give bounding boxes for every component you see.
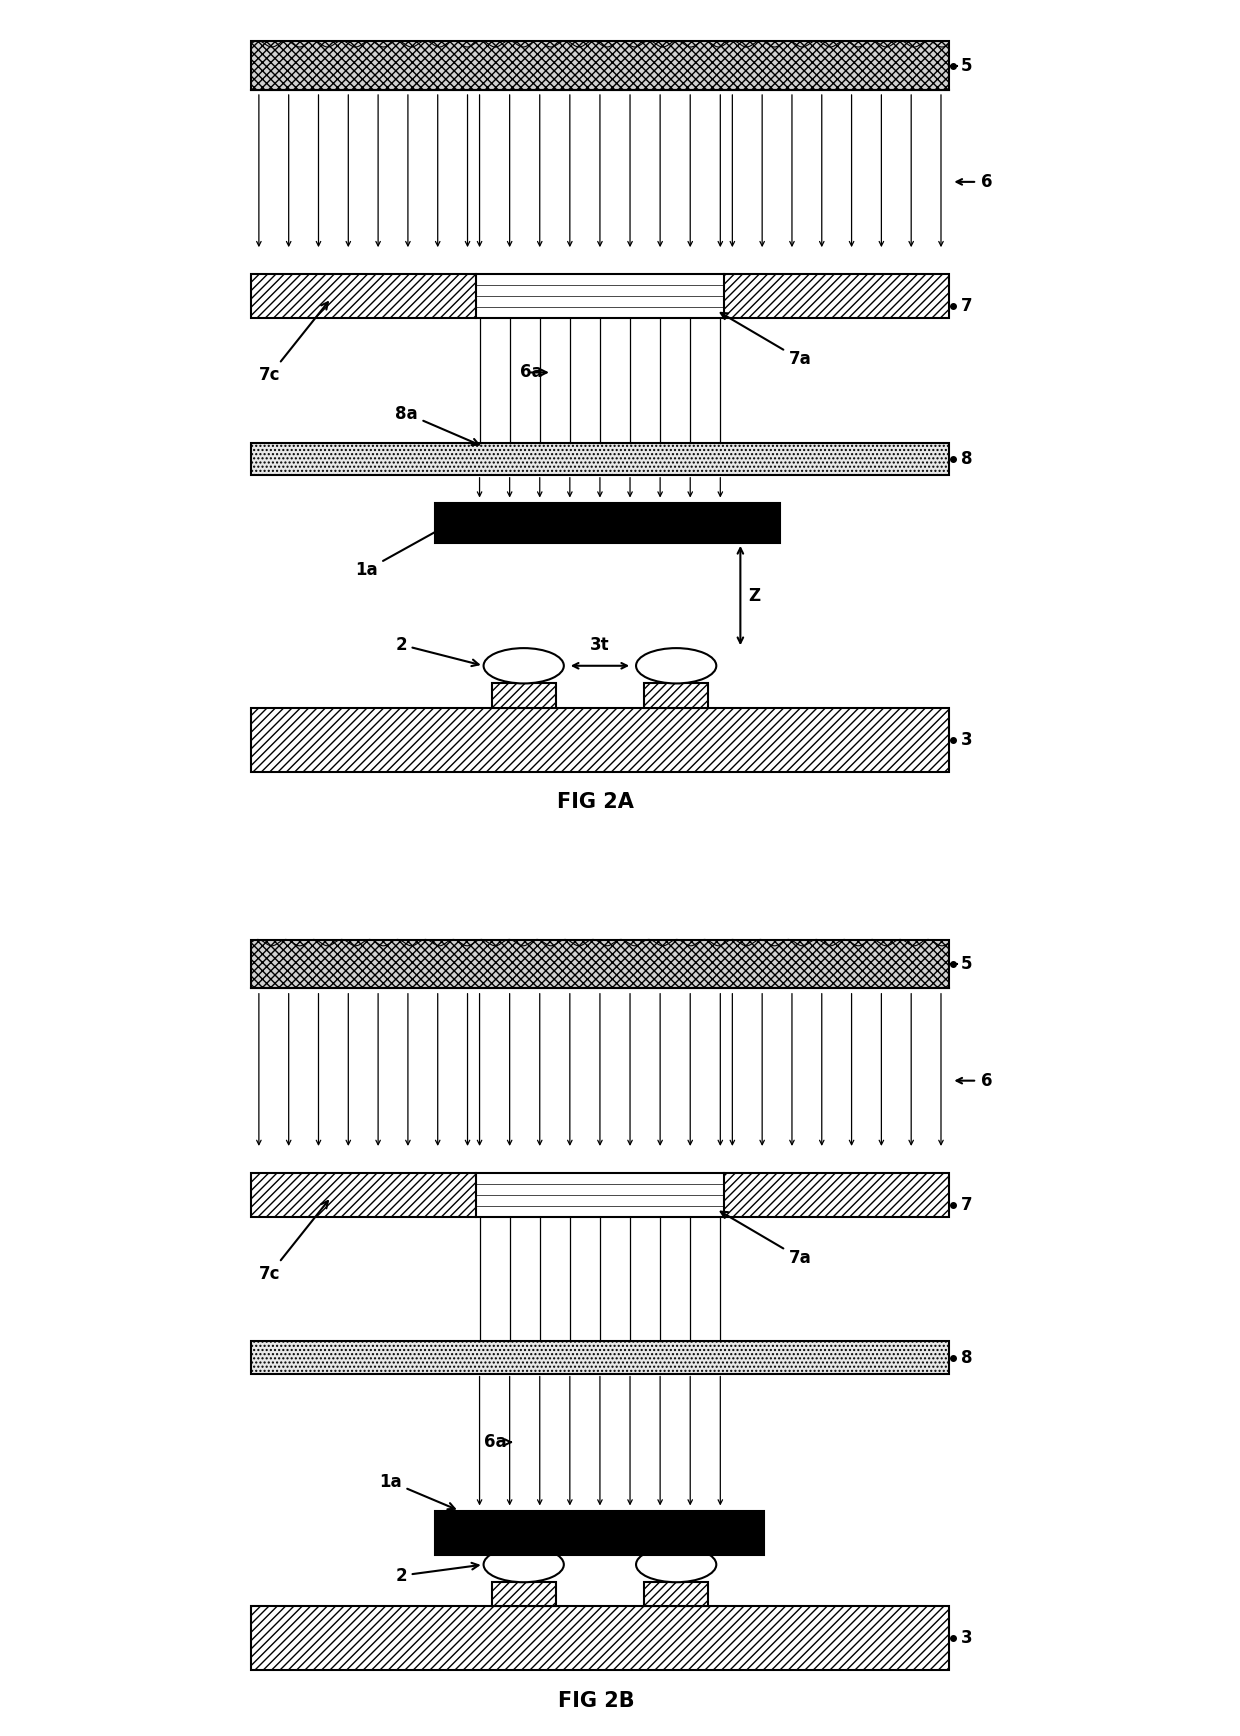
Bar xyxy=(250,443,949,474)
Bar xyxy=(491,684,556,708)
Text: 7a: 7a xyxy=(720,312,811,368)
Text: 2: 2 xyxy=(396,635,479,667)
Bar xyxy=(250,1174,476,1217)
Bar xyxy=(644,1581,708,1606)
Text: 7a: 7a xyxy=(720,1212,811,1267)
Ellipse shape xyxy=(484,1547,564,1581)
Bar xyxy=(724,274,949,318)
Bar xyxy=(435,1510,764,1555)
Bar xyxy=(250,708,949,773)
Bar xyxy=(250,1606,949,1670)
Text: 2: 2 xyxy=(396,1562,479,1585)
Text: 6: 6 xyxy=(981,1071,993,1090)
Text: 6a: 6a xyxy=(520,363,542,382)
Text: 5: 5 xyxy=(961,57,972,75)
Ellipse shape xyxy=(636,1547,717,1581)
Bar xyxy=(250,274,476,318)
Text: Z: Z xyxy=(749,587,760,604)
Text: 6a: 6a xyxy=(484,1434,506,1451)
Text: 8a: 8a xyxy=(396,404,479,444)
Ellipse shape xyxy=(484,648,564,684)
Bar xyxy=(250,42,949,90)
Text: 7c: 7c xyxy=(259,302,327,384)
Text: 5: 5 xyxy=(961,955,972,974)
Text: 6: 6 xyxy=(981,174,993,191)
Text: 7: 7 xyxy=(961,297,972,316)
Bar xyxy=(250,941,949,988)
Text: 3: 3 xyxy=(961,731,972,748)
Text: 1a: 1a xyxy=(355,526,446,580)
Bar xyxy=(644,684,708,708)
Bar xyxy=(250,1342,949,1373)
Text: 8: 8 xyxy=(961,450,972,467)
Ellipse shape xyxy=(636,648,717,684)
Bar xyxy=(724,1174,949,1217)
Text: FIG 2A: FIG 2A xyxy=(558,792,635,812)
Text: 1a: 1a xyxy=(379,1472,455,1509)
Text: 7c: 7c xyxy=(259,1201,327,1283)
Text: FIG 2B: FIG 2B xyxy=(558,1691,634,1710)
Text: 3: 3 xyxy=(961,1630,972,1647)
Text: 3t: 3t xyxy=(590,635,610,654)
Text: 7: 7 xyxy=(961,1196,972,1213)
Bar xyxy=(435,503,780,543)
Text: 8: 8 xyxy=(961,1349,972,1366)
Bar xyxy=(491,1581,556,1606)
